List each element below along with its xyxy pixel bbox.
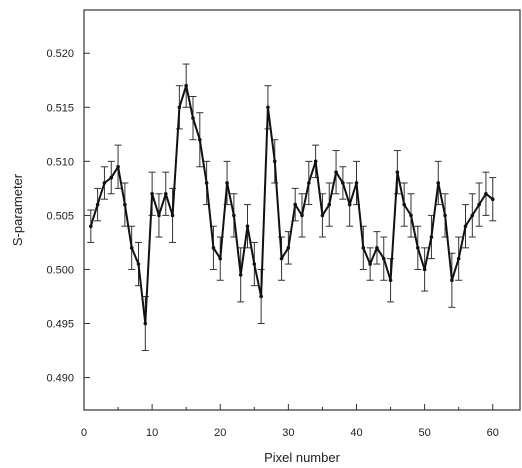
y-tick-label: 0.500 (46, 264, 74, 276)
data-point (266, 105, 270, 110)
data-point (279, 256, 284, 261)
x-axis-title: Pixel number (264, 450, 341, 465)
data-point (347, 202, 352, 207)
data-point (307, 181, 311, 185)
data-point (170, 213, 175, 218)
x-tick-label: 0 (81, 427, 87, 439)
data-point (409, 213, 413, 218)
data-point (232, 213, 236, 218)
data-point (191, 116, 195, 120)
data-point (157, 213, 161, 218)
data-point (381, 256, 386, 261)
data-point (252, 262, 257, 266)
data-point (225, 181, 229, 185)
data-point (198, 137, 202, 142)
data-point (327, 202, 332, 207)
data-point (116, 164, 120, 169)
data-point (238, 273, 243, 277)
data-point (184, 83, 188, 88)
x-tick-label: 50 (419, 427, 431, 439)
data-point (102, 181, 107, 185)
x-axis-ticks: 0 10 20 30 40 50 60 (81, 404, 499, 439)
y-tick-label: 0.515 (46, 102, 74, 114)
x-tick-label: 40 (350, 427, 362, 439)
data-point (211, 246, 216, 250)
data-point (143, 321, 148, 326)
data-point (218, 256, 223, 261)
data-point (490, 197, 495, 201)
y-tick-label: 0.490 (46, 373, 74, 385)
data-point (463, 224, 468, 229)
data-point (150, 191, 154, 196)
plot-frame (83, 9, 521, 411)
data-point (388, 278, 393, 283)
y-tick-label: 0.520 (46, 48, 74, 60)
data-point (300, 213, 304, 218)
data-point (443, 213, 447, 218)
data-point (177, 105, 182, 110)
data-point (293, 202, 297, 207)
data-point (375, 246, 379, 250)
data-point (422, 267, 427, 272)
data-point (429, 235, 434, 239)
data-point (450, 278, 454, 283)
data-point (361, 246, 366, 250)
data-point (477, 202, 481, 207)
y-tick-label: 0.505 (46, 210, 74, 222)
data-point (416, 246, 420, 250)
data-point (123, 202, 127, 207)
data-point (136, 262, 141, 266)
x-tick-label: 30 (282, 427, 294, 439)
data-point (436, 181, 441, 185)
data-point (334, 170, 338, 174)
y-axis-title: S-parameter (10, 173, 25, 246)
data-point (286, 246, 291, 250)
data-point (368, 262, 372, 266)
y-tick-label: 0.495 (46, 319, 74, 331)
data-point (129, 246, 134, 250)
data-point (402, 202, 406, 207)
y-tick-label: 0.510 (46, 156, 74, 168)
data-point (395, 170, 400, 174)
data-point (259, 294, 263, 299)
data-point (204, 181, 209, 185)
data-point (272, 159, 277, 164)
data-point (89, 224, 93, 229)
data-point (313, 159, 318, 164)
x-tick-label: 10 (146, 427, 158, 439)
data-point (456, 256, 461, 261)
series-line (89, 84, 494, 325)
data-point (341, 181, 345, 185)
data-point (95, 202, 100, 207)
data-point (320, 213, 325, 218)
data-point (109, 175, 114, 180)
data-point (354, 181, 359, 185)
data-point (245, 224, 250, 229)
x-tick-label: 20 (214, 427, 226, 439)
y-axis-ticks: 0.490 0.495 0.500 0.505 0.510 0.515 0.520 (46, 48, 90, 385)
data-point (484, 191, 488, 196)
x-tick-label: 60 (487, 427, 499, 439)
data-point (470, 213, 475, 218)
data-point (163, 191, 168, 196)
plot-series-layer (87, 63, 497, 352)
